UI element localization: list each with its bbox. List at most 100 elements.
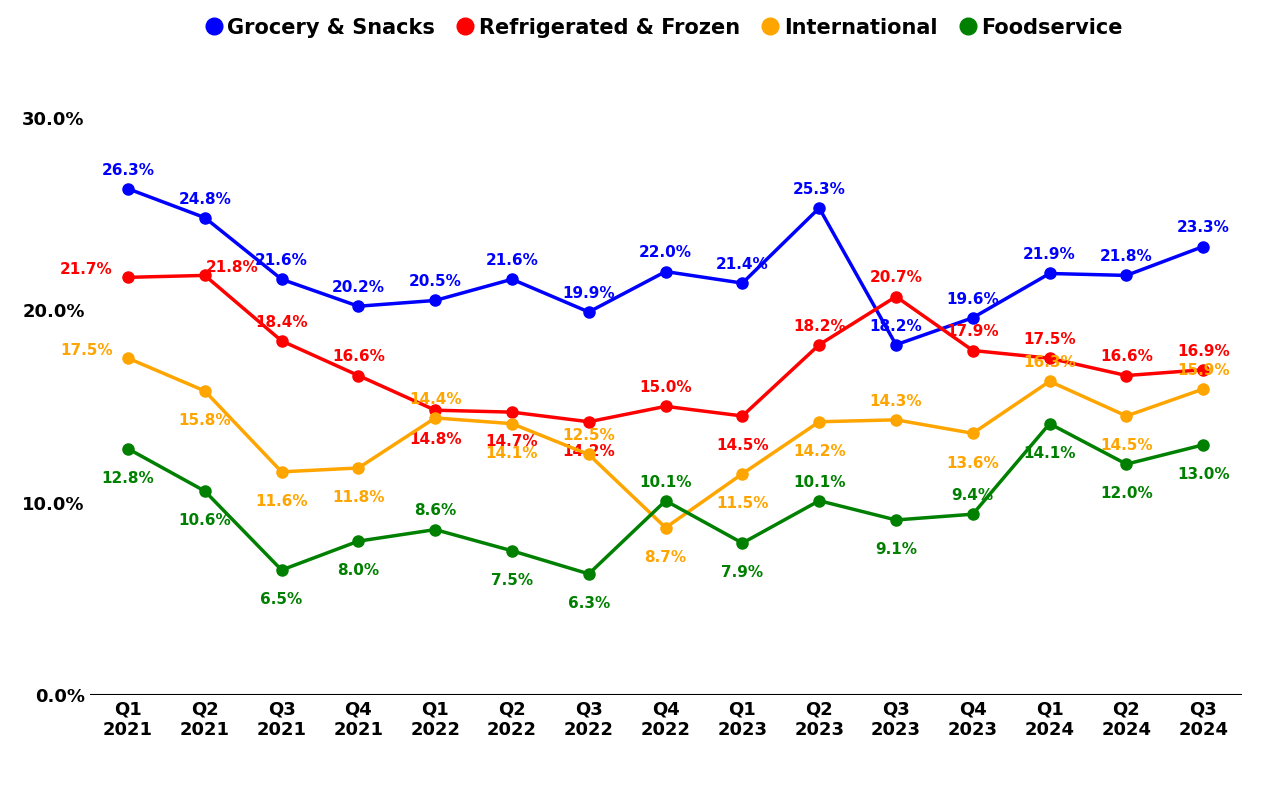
Text: 18.2%: 18.2% [792, 318, 846, 333]
Refrigerated & Frozen [274, 337, 289, 346]
Text: 17.5%: 17.5% [60, 343, 113, 358]
Line: Foodservice: Foodservice [123, 418, 1208, 579]
Text: 10.1%: 10.1% [639, 475, 692, 490]
Text: 18.2%: 18.2% [869, 318, 923, 333]
Text: 20.5%: 20.5% [408, 274, 462, 289]
Text: 7.9%: 7.9% [722, 566, 763, 581]
Grocery & Snacks [197, 213, 212, 223]
Line: Refrigerated & Frozen: Refrigerated & Frozen [123, 270, 1208, 427]
Text: 10.1%: 10.1% [792, 475, 846, 490]
Text: 25.3%: 25.3% [792, 182, 846, 197]
Text: 11.6%: 11.6% [255, 494, 308, 509]
Foodservice [274, 566, 289, 575]
Grocery & Snacks [812, 203, 827, 213]
Text: 9.1%: 9.1% [876, 542, 916, 557]
Grocery & Snacks [735, 278, 750, 288]
Text: 14.4%: 14.4% [408, 392, 462, 407]
Foodservice [1042, 419, 1057, 428]
International [1042, 377, 1057, 386]
Refrigerated & Frozen [1042, 353, 1057, 363]
Grocery & Snacks [120, 184, 136, 194]
Grocery & Snacks [351, 302, 366, 311]
Text: 16.3%: 16.3% [1023, 356, 1076, 371]
Text: 11.5%: 11.5% [716, 496, 769, 511]
Foodservice [351, 536, 366, 546]
Text: 12.8%: 12.8% [101, 471, 155, 486]
Text: 21.6%: 21.6% [485, 253, 539, 268]
Refrigerated & Frozen [735, 412, 750, 421]
Text: 14.7%: 14.7% [485, 435, 539, 450]
Grocery & Snacks [1196, 242, 1211, 251]
Text: 20.7%: 20.7% [869, 270, 923, 285]
Text: 18.4%: 18.4% [255, 314, 308, 329]
Grocery & Snacks [1042, 269, 1057, 278]
Text: 22.0%: 22.0% [639, 246, 692, 261]
Foodservice [1119, 459, 1134, 468]
International [504, 419, 520, 428]
Legend: Grocery & Snacks, Refrigerated & Frozen, International, Foodservice: Grocery & Snacks, Refrigerated & Frozen,… [200, 9, 1132, 46]
Grocery & Snacks [658, 267, 673, 276]
Foodservice [658, 496, 673, 506]
Text: 14.1%: 14.1% [485, 446, 539, 461]
Line: Grocery & Snacks: Grocery & Snacks [123, 183, 1208, 350]
Foodservice [812, 496, 827, 506]
International [120, 353, 136, 363]
Text: 19.6%: 19.6% [946, 292, 1000, 307]
Text: 14.1%: 14.1% [1023, 446, 1076, 461]
Grocery & Snacks [504, 274, 520, 284]
International [1119, 412, 1134, 421]
Text: 19.9%: 19.9% [562, 286, 616, 301]
International [197, 386, 212, 396]
Text: 16.9%: 16.9% [1176, 344, 1230, 359]
Foodservice [1196, 440, 1211, 450]
Refrigerated & Frozen [120, 273, 136, 282]
Text: 21.8%: 21.8% [206, 261, 259, 276]
Text: 26.3%: 26.3% [101, 163, 155, 178]
Text: 11.8%: 11.8% [332, 491, 385, 505]
Foodservice [965, 510, 980, 519]
Text: 21.6%: 21.6% [255, 253, 308, 268]
International [1196, 384, 1211, 393]
International [735, 469, 750, 479]
Text: 10.6%: 10.6% [178, 514, 232, 529]
Text: 13.6%: 13.6% [946, 456, 1000, 471]
Text: 15.8%: 15.8% [178, 413, 232, 428]
Text: 21.4%: 21.4% [716, 257, 769, 272]
Refrigerated & Frozen [428, 405, 443, 415]
Text: 8.0%: 8.0% [338, 563, 379, 578]
Text: 20.2%: 20.2% [332, 280, 385, 295]
Text: 17.5%: 17.5% [1023, 332, 1076, 347]
Text: 8.7%: 8.7% [645, 550, 686, 565]
Foodservice [197, 487, 212, 496]
Refrigerated & Frozen [581, 417, 596, 427]
International [888, 415, 904, 424]
Text: 17.9%: 17.9% [946, 325, 1000, 340]
Grocery & Snacks [1119, 271, 1134, 280]
International [812, 417, 827, 427]
Grocery & Snacks [965, 313, 980, 322]
Text: 21.8%: 21.8% [1100, 250, 1153, 265]
Line: International: International [123, 352, 1208, 533]
Refrigerated & Frozen [504, 408, 520, 417]
Grocery & Snacks [581, 307, 596, 317]
Foodservice [735, 538, 750, 547]
Foodservice [504, 546, 520, 555]
Text: 15.0%: 15.0% [639, 380, 692, 395]
Refrigerated & Frozen [812, 340, 827, 349]
Text: 9.4%: 9.4% [952, 488, 993, 503]
Text: 7.5%: 7.5% [492, 573, 532, 588]
Text: 13.0%: 13.0% [1176, 467, 1230, 482]
Text: 16.6%: 16.6% [1100, 349, 1153, 364]
Text: 23.3%: 23.3% [1176, 220, 1230, 235]
Text: 6.5%: 6.5% [260, 592, 303, 608]
Text: 14.8%: 14.8% [408, 432, 462, 447]
Text: 15.9%: 15.9% [1176, 363, 1230, 378]
Refrigerated & Frozen [1196, 365, 1211, 374]
Grocery & Snacks [428, 295, 443, 305]
Text: 14.5%: 14.5% [1100, 438, 1153, 453]
Text: 21.9%: 21.9% [1023, 247, 1076, 262]
International [658, 523, 673, 532]
International [428, 413, 443, 423]
International [351, 463, 366, 472]
Text: 14.3%: 14.3% [869, 393, 923, 408]
